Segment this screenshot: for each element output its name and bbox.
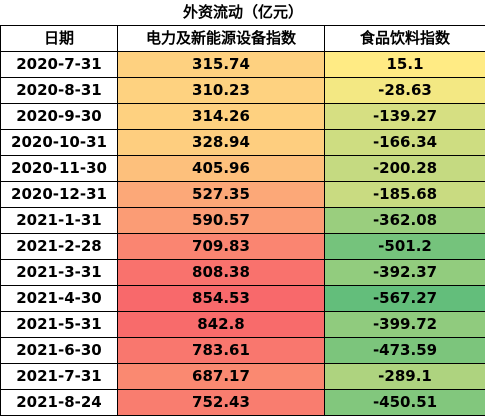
food-index-cell[interactable]: -450.51 <box>325 390 485 416</box>
date-cell[interactable]: 2021-8-24 <box>1 390 118 416</box>
table-title[interactable]: 外资流动（亿元） <box>1 0 485 26</box>
date-cell[interactable]: 2020-7-31 <box>1 52 118 78</box>
header-row: 日期 电力及新能源设备指数 食品饮料指数 <box>1 26 485 52</box>
date-cell[interactable]: 2021-6-30 <box>1 338 118 364</box>
power-index-cell[interactable]: 328.94 <box>118 130 325 156</box>
power-index-cell[interactable]: 590.57 <box>118 208 325 234</box>
food-index-cell[interactable]: -399.72 <box>325 312 485 338</box>
date-cell[interactable]: 2020-10-31 <box>1 130 118 156</box>
power-index-cell[interactable]: 752.43 <box>118 390 325 416</box>
food-index-cell[interactable]: -185.68 <box>325 182 485 208</box>
power-index-cell[interactable]: 405.96 <box>118 156 325 182</box>
title-row: 外资流动（亿元） <box>1 0 485 26</box>
date-cell[interactable]: 2020-8-31 <box>1 78 118 104</box>
power-index-cell[interactable]: 854.53 <box>118 286 325 312</box>
date-cell[interactable]: 2021-5-31 <box>1 312 118 338</box>
food-index-cell[interactable]: -139.27 <box>325 104 485 130</box>
date-cell[interactable]: 2021-1-31 <box>1 208 118 234</box>
food-index-cell[interactable]: -392.37 <box>325 260 485 286</box>
power-index-cell[interactable]: 527.35 <box>118 182 325 208</box>
date-cell[interactable]: 2020-12-31 <box>1 182 118 208</box>
power-index-cell[interactable]: 687.17 <box>118 364 325 390</box>
date-cell[interactable]: 2020-11-30 <box>1 156 118 182</box>
food-index-cell[interactable]: -166.34 <box>325 130 485 156</box>
date-cell[interactable]: 2021-3-31 <box>1 260 118 286</box>
food-index-cell[interactable]: -501.2 <box>325 234 485 260</box>
food-index-cell[interactable]: -473.59 <box>325 338 485 364</box>
food-index-cell[interactable]: -567.27 <box>325 286 485 312</box>
power-index-cell[interactable]: 310.23 <box>118 78 325 104</box>
food-index-cell[interactable]: -28.63 <box>325 78 485 104</box>
power-index-cell[interactable]: 709.83 <box>118 234 325 260</box>
header-date[interactable]: 日期 <box>1 26 118 52</box>
food-index-cell[interactable]: 15.1 <box>325 52 485 78</box>
date-cell[interactable]: 2020-9-30 <box>1 104 118 130</box>
date-cell[interactable]: 2021-4-30 <box>1 286 118 312</box>
power-index-cell[interactable]: 842.8 <box>118 312 325 338</box>
header-power-index[interactable]: 电力及新能源设备指数 <box>118 26 325 52</box>
header-food-index[interactable]: 食品饮料指数 <box>325 26 485 52</box>
food-index-cell[interactable]: -362.08 <box>325 208 485 234</box>
food-index-cell[interactable]: -289.1 <box>325 364 485 390</box>
power-index-cell[interactable]: 314.26 <box>118 104 325 130</box>
date-cell[interactable]: 2021-7-31 <box>1 364 118 390</box>
power-index-cell[interactable]: 808.38 <box>118 260 325 286</box>
food-index-cell[interactable]: -200.28 <box>325 156 485 182</box>
date-cell[interactable]: 2021-2-28 <box>1 234 118 260</box>
power-index-cell[interactable]: 315.74 <box>118 52 325 78</box>
power-index-cell[interactable]: 783.61 <box>118 338 325 364</box>
